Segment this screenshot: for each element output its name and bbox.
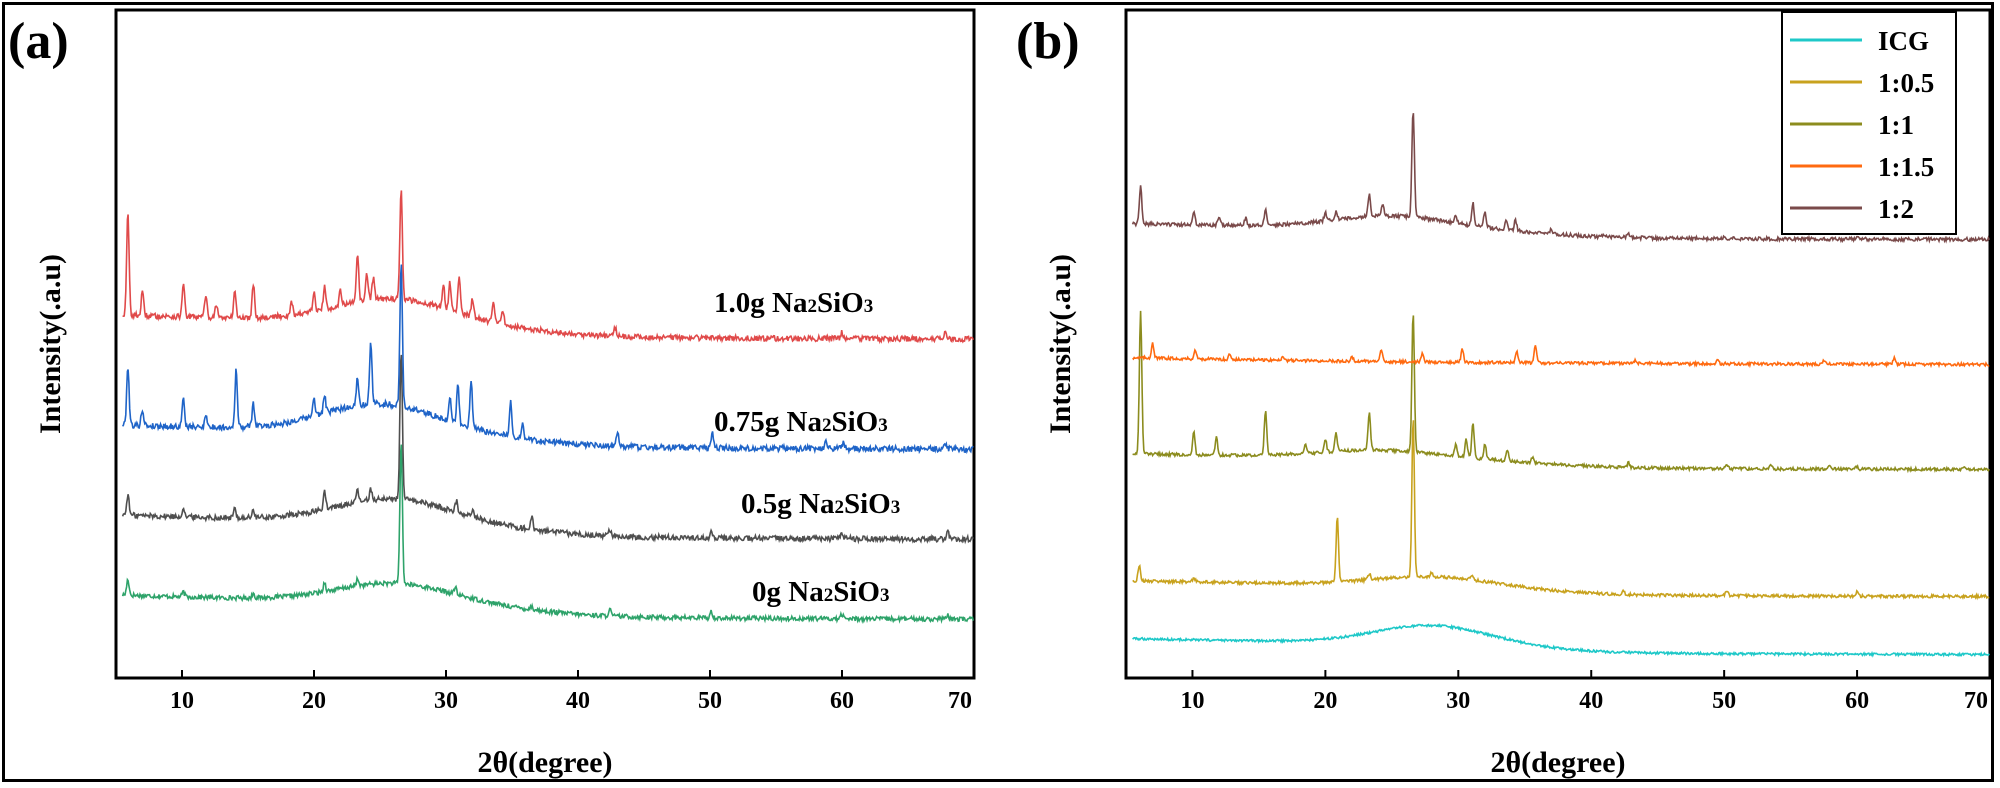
panel-b-series-group [1131,113,1990,658]
series-line-1-0-5 [1132,420,1990,601]
series-label-2: 0.75g Na2SiO3 [714,406,888,438]
x-tick-label: 20 [1313,688,1337,714]
series-label-sub2: 3 [891,497,901,518]
legend-label: ICG [1878,26,1929,56]
panel-b-y-axis-title: Intensity(.a.u) [1044,254,1077,434]
legend-label: 1:1.5 [1878,152,1934,182]
panel-b-x-axis-title: 2θ(degree) [1490,746,1625,779]
series-label-main: 1.0g Na [714,287,808,319]
panel-b-x-ticks: 10 20 30 40 50 60 70 [1180,670,1991,714]
panel-b-plot-frame [1124,8,1992,680]
series-label-0: 0g Na2SiO3 [752,576,889,608]
legend: ICG 1:0.5 1:1 1:1.5 1:2 [1781,11,1957,235]
x-tick-label: 50 [698,688,722,714]
series-label-mid: SiO [831,406,878,438]
x-tick-label: 50 [1712,688,1736,714]
series-line-icg [1132,623,1990,658]
series-label-main: 0g Na [752,576,824,608]
legend-items: ICG 1:0.5 1:1 1:1.5 1:2 [1790,26,1934,224]
legend-label: 1:1 [1878,110,1914,140]
x-tick-label: 40 [566,688,590,714]
series-label-3: 1.0g Na2SiO3 [714,287,873,319]
panel-b: (b) 10 20 30 40 50 60 70 2θ(degree) Intensity(… [1016,8,1992,779]
series-line-0g-na2sio3 [121,444,974,624]
series-label-sub: 2 [807,296,817,317]
series-line-1-1 [1132,310,1990,474]
series-line-0-75g-na2sio3 [121,264,974,455]
series-line-0-5g-na2sio3 [121,354,974,545]
panel-a-plot-frame [114,8,976,680]
series-label-sub: 2 [824,585,834,606]
series-label-mid: SiO [833,576,880,608]
series-label-mid: SiO [844,488,891,520]
series-line-1-2 [1131,113,1990,244]
x-tick-label: 40 [1579,688,1603,714]
series-line-1-0g-na2sio3 [122,190,974,345]
x-tick-label: 10 [170,688,194,714]
x-tick-label: 20 [302,688,326,714]
series-label-main: 0.5g Na [741,488,835,520]
series-line-1-1-5 [1132,342,1990,369]
series-label-1: 0.5g Na2SiO3 [741,488,900,520]
series-label-main: 0.75g Na [714,406,822,438]
series-label-mid: SiO [817,287,864,319]
panel-a-x-ticks: 10 20 30 40 50 60 70 [170,670,975,714]
series-label-sub: 2 [834,497,844,518]
series-label-sub2: 3 [878,415,888,436]
legend-label: 1:0.5 [1878,68,1934,98]
legend-label: 1:2 [1878,194,1914,224]
series-label-sub: 2 [822,415,832,436]
series-label-sub2: 3 [880,585,890,606]
x-tick-label: 60 [1845,688,1869,714]
panel-a-y-axis-title: Intensity(.a.u) [34,254,67,434]
x-tick-label: 70 [1964,688,1988,714]
panel-b-label: (b) [1016,13,1080,70]
panel-a-series-group [121,190,974,624]
x-tick-label: 60 [830,688,854,714]
x-tick-label: 10 [1180,688,1204,714]
x-tick-label: 70 [948,688,972,714]
panel-a-label: (a) [8,13,69,70]
x-tick-label: 30 [434,688,458,714]
panel-a-x-axis-title: 2θ(degree) [477,746,612,779]
x-tick-label: 30 [1446,688,1470,714]
series-label-sub2: 3 [864,296,874,317]
